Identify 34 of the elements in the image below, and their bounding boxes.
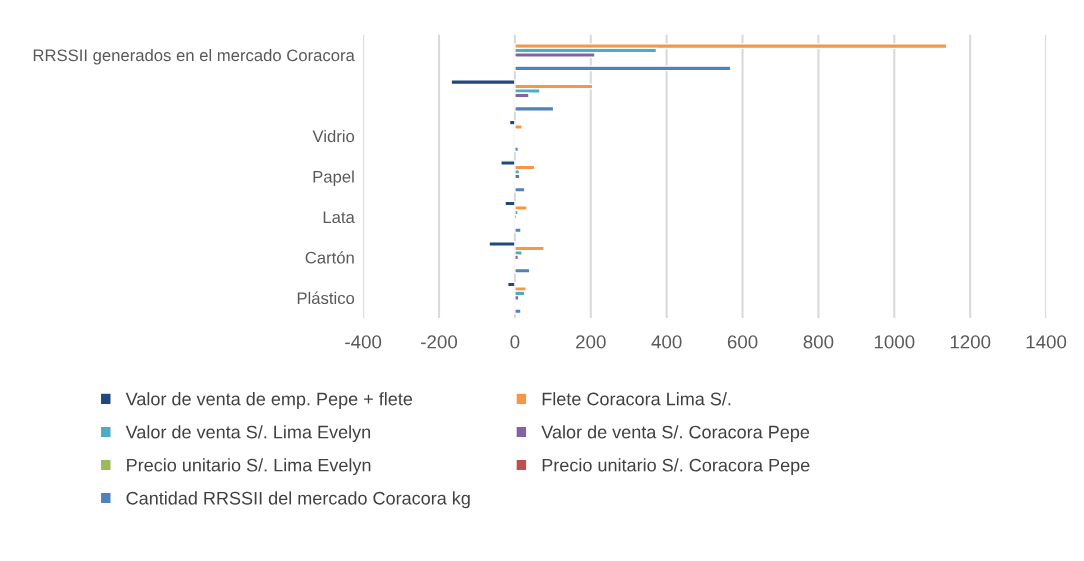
bar <box>514 254 520 261</box>
x-tick-label: 1400 <box>1026 335 1067 349</box>
bar <box>514 227 522 234</box>
y-tick-label: RRSSII generados en el mercado Coracora <box>33 48 355 65</box>
bar <box>514 308 522 315</box>
x-tick-label: 1000 <box>874 335 915 349</box>
y-tick-label: Papel <box>313 170 354 186</box>
x-tick-label: 200 <box>576 335 606 349</box>
y-tick-label: Vidrio <box>312 129 355 143</box>
bar <box>514 173 521 180</box>
legend-label: Valor de venta de emp. Pepe + flete <box>125 392 413 409</box>
legend-label: Precio unitario S/. Lima Evelyn <box>127 458 371 476</box>
x-tick-label: -200 <box>421 335 458 349</box>
legend-label: Flete Coracora Lima S/. <box>542 392 731 406</box>
x-tick-label: -400 <box>345 335 382 349</box>
x-tick-label: 0 <box>510 335 520 349</box>
y-tick-label: Plástico <box>297 291 355 305</box>
legend-label: Valor de venta S/. Lima Evelyn <box>125 425 371 443</box>
bar <box>514 267 531 274</box>
legend-label: Cantidad RRSSII del mercado Coracora kg <box>126 491 470 509</box>
bar <box>514 290 526 297</box>
y-tick-label: Lata <box>323 211 355 224</box>
bar <box>514 105 555 112</box>
legend-label: Precio unitario S/. Coracora Pepe <box>542 458 810 476</box>
bar <box>514 65 732 72</box>
bar <box>514 43 948 50</box>
y-tick-label: Cartón <box>305 251 354 264</box>
x-tick-label: 600 <box>727 335 758 349</box>
x-tick-label: 800 <box>803 335 834 349</box>
x-tick-label: 400 <box>651 335 682 349</box>
bar <box>514 186 526 193</box>
legend-label: Valor de venta S/. Coracora Pepe <box>541 425 810 443</box>
bar <box>514 146 520 153</box>
x-tick-label: 1200 <box>950 335 991 349</box>
